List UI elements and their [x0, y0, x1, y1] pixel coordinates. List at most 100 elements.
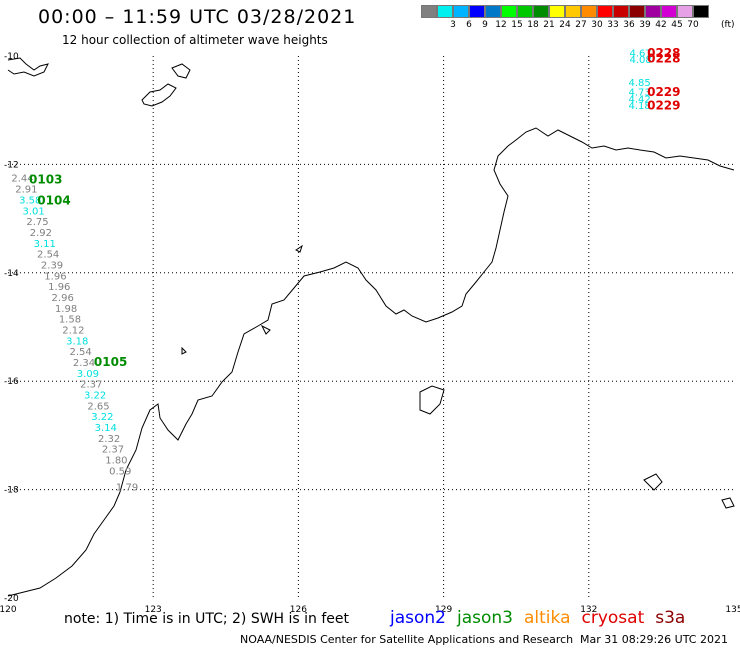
swh-value: 2.37 — [80, 380, 102, 391]
legend-swatch — [645, 5, 661, 18]
swh-value: 3.01 — [23, 206, 45, 217]
swh-value: 2.32 — [98, 434, 120, 445]
swh-value: 4.42 — [628, 95, 650, 106]
legend-label: 30 — [591, 20, 603, 30]
swh-value: 1.58 — [59, 315, 81, 326]
swh-value: 2.34 — [73, 358, 95, 369]
swh-value: 2.91 — [15, 185, 37, 196]
color-legend: (ft) 3 6 9 12 15 18 21 24 27 30 33 36 39 42 45 70 — [421, 5, 735, 32]
legend-swatch — [421, 5, 437, 18]
lat-tick-label: -10 — [4, 52, 19, 62]
swh-value: 3.18 — [66, 336, 88, 347]
legend-swatch — [437, 5, 453, 18]
pass-time-label: 0228 — [647, 46, 680, 60]
mission-label: jason2 — [390, 608, 446, 628]
legend-label: 12 — [495, 20, 507, 30]
legend-label: 27 — [575, 20, 587, 30]
legend-swatch — [453, 5, 469, 18]
legend-label: 9 — [482, 20, 488, 30]
legend-label: 33 — [607, 20, 619, 30]
legend-label: 18 — [527, 20, 539, 30]
legend-swatch — [469, 5, 485, 18]
lon-tick-label: 132 — [580, 605, 597, 615]
lat-tick-label: -14 — [4, 269, 19, 279]
legend-label: 3 — [450, 20, 456, 30]
legend-unit: (ft) — [721, 20, 735, 30]
swh-value: 3.14 — [95, 423, 117, 434]
swh-value: 2.44 — [11, 174, 33, 185]
lat-tick-label: -16 — [4, 377, 19, 387]
pass-time-label: 0229 — [647, 85, 680, 99]
swh-value: 1.79 — [116, 483, 138, 494]
pass-time-label: 0228 — [647, 52, 680, 66]
swh-value: 3.11 — [34, 239, 56, 250]
swh-value: 0.59 — [109, 466, 131, 477]
swh-value: 4.73 — [628, 88, 650, 99]
swh-value: 4.08 — [629, 55, 651, 66]
legend-label: 42 — [655, 20, 667, 30]
legend-swatch — [517, 5, 533, 18]
swh-value: 2.54 — [69, 347, 91, 358]
pass-time-label: 0103 — [29, 172, 62, 186]
swh-value: 1.96 — [48, 282, 70, 293]
lat-tick-label: -12 — [4, 160, 19, 170]
legend-swatch — [549, 5, 565, 18]
lon-tick-label: 126 — [290, 605, 307, 615]
legend-swatch — [693, 5, 709, 18]
swh-value: 1.80 — [105, 456, 127, 467]
altimeter-tracks: 2.442.913.583.012.752.923.112.542.391.96… — [11, 46, 680, 494]
lat-tick-label: -20 — [4, 594, 19, 604]
swh-value: 2.37 — [102, 445, 124, 456]
legend-swatch — [629, 5, 645, 18]
lon-tick-label: 135 — [725, 605, 740, 615]
legend-label: 15 — [511, 20, 523, 30]
legend-swatch — [677, 5, 693, 18]
swh-value: 2.12 — [62, 326, 84, 337]
swh-value: 3.09 — [77, 369, 99, 380]
legend-swatch — [661, 5, 677, 18]
legend-swatch — [581, 5, 597, 18]
legend-label: 70 — [687, 20, 699, 30]
legend-swatch — [597, 5, 613, 18]
swh-value: 1.96 — [44, 271, 66, 282]
legend-swatch — [501, 5, 517, 18]
legend-swatch — [565, 5, 581, 18]
swh-value: 2.39 — [41, 260, 63, 271]
lon-tick-label: 120 — [0, 605, 17, 615]
lon-tick-label: 129 — [435, 605, 452, 615]
axis-tick-labels: 120 123 126 129 132 135 -10 -12 -14 -16 -18 -20 — [0, 52, 740, 615]
mission-label: altika — [524, 608, 571, 628]
pass-time-label: 0104 — [37, 194, 70, 208]
swh-value: 4.85 — [628, 78, 650, 89]
footer-note: note: 1) Time is in UTC; 2) SWH is in fe… — [64, 611, 350, 627]
legend-label: 6 — [466, 20, 472, 30]
legend-swatch — [613, 5, 629, 18]
legend-label: 39 — [639, 20, 651, 30]
swh-value: 2.75 — [26, 217, 48, 228]
legend-label: 24 — [559, 20, 571, 30]
swh-value: 2.96 — [52, 293, 74, 304]
legend-label: 36 — [623, 20, 635, 30]
footer-credit: NOAA/NESDIS Center for Satellite Applica… — [240, 633, 574, 646]
footer-timestamp: Mar 31 08:29:26 UTC 2021 — [580, 633, 728, 646]
lat-tick-label: -18 — [4, 486, 19, 496]
mission-legend: jason2 jason3 altika cryosat s3a — [390, 608, 696, 628]
coastline — [7, 57, 735, 597]
lat-lon-grid — [8, 56, 734, 598]
mission-label: jason3 — [457, 608, 513, 628]
page-title: 00:00 – 11:59 UTC 03/28/2021 — [38, 6, 357, 28]
swh-value: 2.65 — [87, 401, 109, 412]
swh-value: 2.92 — [30, 228, 52, 239]
swh-value: 3.22 — [91, 412, 113, 423]
lon-tick-label: 123 — [145, 605, 162, 615]
page-subtitle: 12 hour collection of altimeter wave hei… — [62, 33, 328, 47]
swh-value: 3.58 — [19, 195, 41, 206]
swh-value: 4.67 — [629, 49, 651, 60]
pass-time-label: 0105 — [94, 355, 127, 369]
swh-value: 3.22 — [84, 391, 106, 402]
legend-labels: (ft) 3 6 9 12 15 18 21 24 27 30 33 36 39 42 45 70 — [421, 18, 734, 32]
legend-swatch — [533, 5, 549, 18]
legend-swatch — [485, 5, 501, 18]
swh-value: 4.18 — [628, 101, 650, 112]
